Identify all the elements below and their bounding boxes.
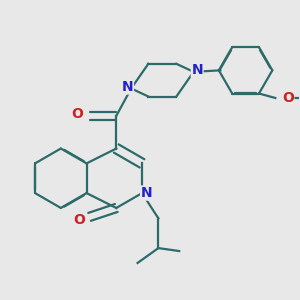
Text: N: N xyxy=(191,63,203,77)
Text: N: N xyxy=(141,186,152,200)
Text: O: O xyxy=(72,107,84,121)
Text: O: O xyxy=(282,91,294,105)
Text: O: O xyxy=(73,213,85,227)
Text: N: N xyxy=(122,80,134,94)
